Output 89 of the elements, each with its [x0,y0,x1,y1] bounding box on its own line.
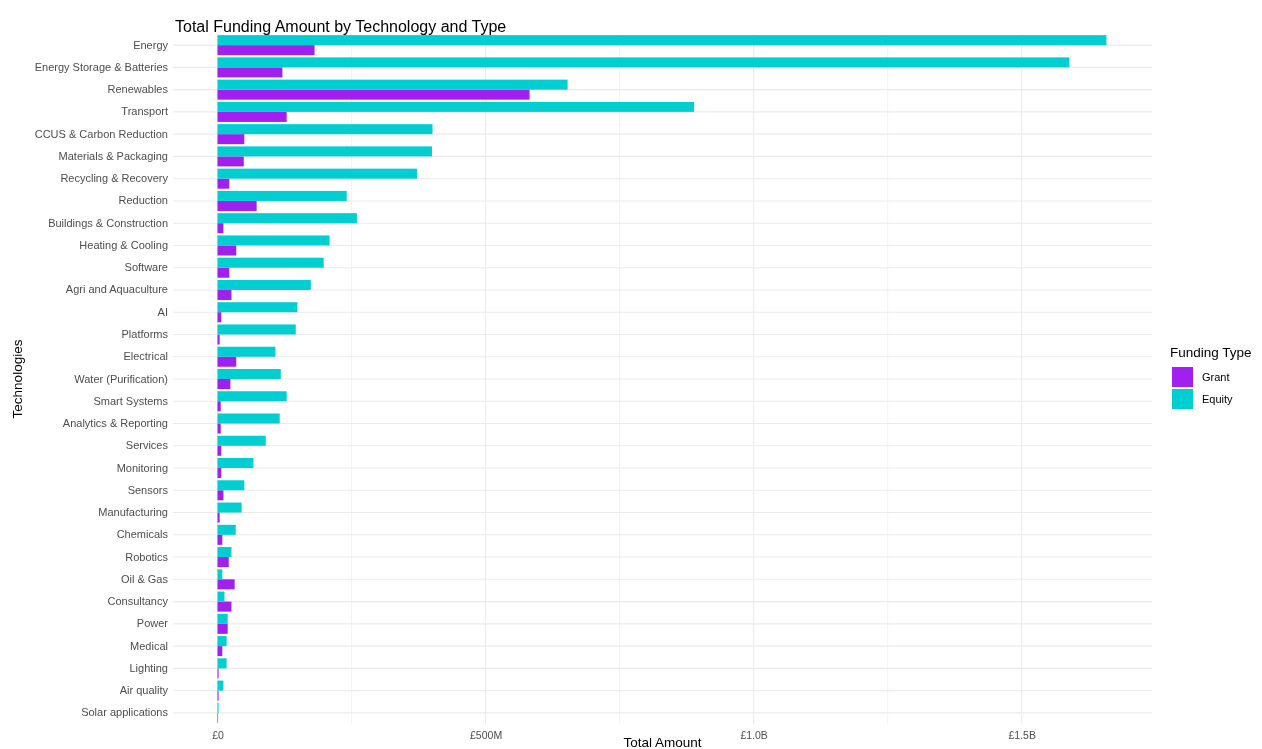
bar [217,557,229,568]
legend-title: Funding Type [1170,345,1252,360]
bar [217,35,1107,46]
y-tick-label: Analytics & Reporting [62,417,168,430]
bar [217,356,237,367]
y-tick-label: Power [136,617,169,630]
bar [217,512,220,523]
y-tick-label: Robotics [125,550,169,563]
bar [217,267,230,278]
y-tick-label: Consultancy [107,595,169,608]
bar [217,134,245,145]
bar [217,346,276,357]
bar [217,623,228,634]
bar [217,45,315,56]
bar [217,156,244,167]
bar [217,413,280,424]
y-tick-label: Water (Purification) [74,372,168,385]
y-tick-label: Buildings & Construction [48,216,168,229]
y-tick-label: Smart Systems [93,394,169,407]
bar [217,368,281,379]
bar [217,79,568,90]
y-tick-label: Lighting [129,661,168,674]
bar [217,658,227,669]
bar [217,89,530,100]
x-tick-label: £1.5B [1008,729,1036,742]
x-tick-label: £0 [212,729,224,742]
y-tick-label: Recycling & Recovery [60,172,169,185]
y-tick-label: Energy [133,38,169,51]
bar [217,391,287,402]
bar [217,289,232,300]
bar [217,423,221,434]
bar [217,200,257,211]
bar [217,302,298,313]
bar [217,613,228,624]
bar [217,279,311,290]
y-tick-label: Services [125,439,169,452]
bar [217,168,417,179]
chart-title: Total Funding Amount by Technology and Type [175,18,507,35]
y-tick-label: Materials & Packaging [58,149,168,162]
legend-label: Equity [1202,393,1234,405]
y-tick-label: CCUS & Carbon Reduction [34,127,168,140]
y-tick-label: Heating & Cooling [79,238,168,251]
y-tick-label: Manufacturing [98,506,168,519]
y-tick-label: Electrical [123,350,168,363]
bar [217,324,296,335]
y-tick-label: Reduction [118,194,168,207]
bar [217,401,221,412]
y-axis-title: Technologies [10,339,25,419]
x-axis-title: Total Amount [623,735,702,749]
y-tick-label: Air quality [119,684,169,697]
y-tick-label: Chemicals [116,528,169,541]
bar [217,124,433,135]
bar [217,245,237,256]
bar [217,178,230,189]
bar [217,547,232,558]
bar [217,146,432,157]
y-tick-label: Oil & Gas [120,572,169,585]
bar [217,235,330,246]
x-tick-label: £500M [470,729,503,742]
bar [217,67,283,78]
bar [217,524,236,535]
y-tick-label: Transport [121,105,168,118]
bar [217,257,324,268]
y-tick-label: Energy Storage & Batteries [34,60,169,73]
y-tick-label: Sensors [127,483,169,496]
x-tick-label: £1.0B [740,729,768,742]
y-tick-label: Platforms [121,328,169,340]
bar [217,601,232,612]
bar [217,636,227,647]
bar [217,57,1070,68]
y-tick-label: Monitoring [116,461,168,474]
bar [217,480,245,491]
bar [217,213,357,224]
bar [217,101,695,112]
bar [217,379,231,390]
y-tick-label: AI [157,305,168,318]
bar [217,502,242,513]
y-tick-label: Solar applications [81,706,169,719]
bar [217,334,220,345]
y-tick-label: Software [124,261,168,274]
y-tick-label: Medical [130,639,168,652]
bar [217,190,347,201]
bar [217,579,235,590]
bar [217,458,254,469]
y-tick-label: Agri and Aquaculture [65,283,168,296]
bar [217,111,287,122]
bar [217,435,266,446]
legend-label: Grant [1202,371,1230,383]
y-tick-label: Renewables [107,83,169,96]
